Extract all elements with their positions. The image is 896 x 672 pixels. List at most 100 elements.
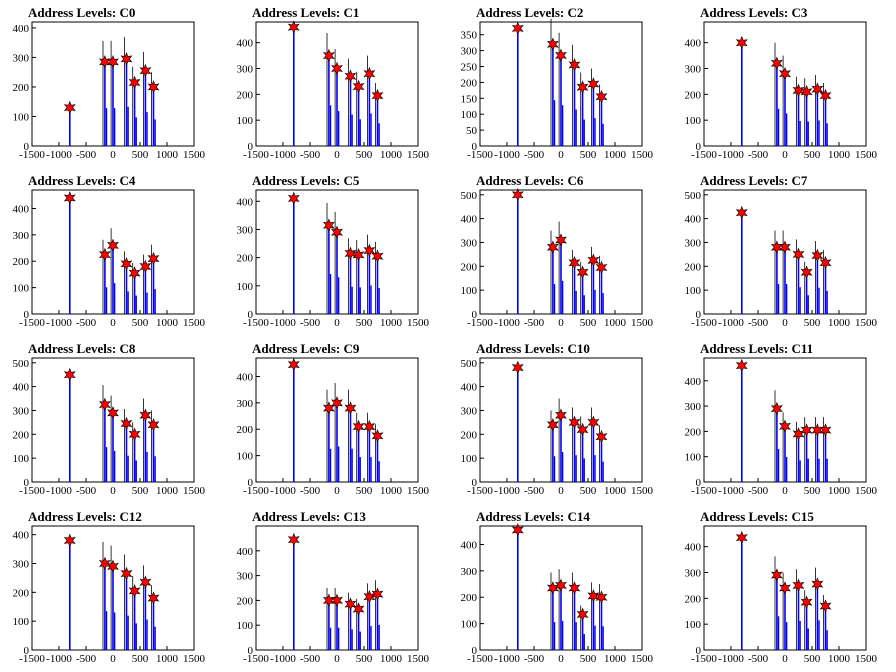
x-tick-label: -1500 (691, 485, 717, 497)
peak-marker (120, 566, 133, 581)
x-tick-label: 0 (558, 317, 564, 329)
x-tick-label: 1000 (156, 317, 179, 329)
y-tick-label: 200 (237, 89, 254, 101)
x-tick-label: -500 (524, 149, 545, 161)
y-tick-label: 300 (237, 224, 254, 236)
peak-marker (107, 559, 119, 574)
x-tick-label: -500 (748, 653, 769, 665)
peak-marker (819, 255, 832, 270)
x-tick-label: 0 (558, 653, 564, 665)
chart-plot: 0 100 200 300 400 -1500 -1000 -500 0 500 1000 1500 (461, 523, 654, 665)
chart-panel: Address Levels: C14 0 100 200 300 400 -1500 -10… (448, 504, 672, 672)
x-tick-label: 0 (334, 653, 340, 665)
peak-marker (735, 358, 748, 373)
x-tick-label: 1500 (855, 149, 878, 161)
x-tick-label: 0 (782, 653, 788, 665)
chart-plot: 0 100 200 300 400 -1500 -1000 -500 0 500 1000 1500 (237, 525, 430, 665)
peak-marker (120, 52, 133, 66)
x-tick-label: 0 (782, 485, 788, 497)
peak-marker (344, 401, 357, 415)
chart-plot: 0 100 200 300 400 500 -1500 -1000 -500 0 500 1000 15… (685, 189, 878, 329)
y-tick-label: 400 (237, 38, 254, 50)
x-tick-label: 1500 (407, 317, 430, 329)
chart-panel: Address Levels: C8 0 100 200 300 400 500 -1500-… (0, 336, 224, 504)
peak-marker (98, 55, 111, 69)
y-tick-label: 500 (461, 190, 478, 202)
peak-marker (363, 66, 376, 81)
peak-marker (546, 37, 559, 52)
peak-marker (371, 249, 384, 264)
chart-panel: Address Levels: C7 0 100 200 300 400 500 -1500-… (672, 168, 896, 336)
peak-marker (555, 48, 567, 63)
chart-title: Address Levels: C4 (28, 173, 136, 188)
peak-marker (322, 48, 335, 63)
y-tick-label: 200 (685, 89, 702, 101)
y-tick-label: 100 (13, 616, 30, 628)
y-tick-label: 200 (237, 595, 254, 607)
peak-marker (63, 191, 76, 205)
peak-marker (568, 255, 581, 270)
x-tick-label: 0 (110, 653, 116, 665)
x-tick-label: 500 (804, 485, 821, 497)
peak-marker (107, 238, 119, 253)
peak-marker (811, 577, 824, 591)
peak-marker (128, 427, 141, 442)
y-tick-label: 100 (685, 115, 702, 127)
chart-plot: 0 100 200 300 400 -1500 -1000 -500 0 500 1000 1500 (685, 357, 878, 497)
y-tick-label: 200 (685, 426, 702, 438)
chart-plot: 0 50 100 150 200 250 300 350 -1500 -1000 -500 0 500 1… (461, 18, 654, 161)
peak-marker (287, 357, 300, 372)
peak-marker (371, 587, 384, 602)
y-tick-label: 150 (461, 93, 478, 105)
x-tick-label: 1000 (156, 149, 179, 161)
x-tick-label: 0 (558, 149, 564, 161)
x-tick-label: 500 (580, 653, 597, 665)
peak-marker (595, 429, 608, 444)
chart-plot: 0 100 200 300 400 -1500 -1000 -500 0 500 1000 1500 (237, 20, 430, 161)
peak-marker (555, 233, 567, 247)
chart-title: Address Levels: C0 (28, 5, 136, 20)
peak-marker (770, 240, 783, 255)
peak-marker (63, 367, 76, 382)
x-tick-label: 500 (132, 653, 149, 665)
x-tick-label: 1500 (631, 653, 654, 665)
x-tick-label: 0 (334, 149, 340, 161)
chart-title: Address Levels: C11 (700, 341, 814, 356)
chart-title: Address Levels: C13 (252, 509, 366, 524)
x-tick-label: -500 (748, 317, 769, 329)
y-tick-label: 0 (472, 645, 478, 657)
chart-plot: 0 100 200 300 400 -1500 -1000 -500 0 500 1000 1500 (237, 357, 430, 497)
chart-panel: Address Levels: C12 0 100 200 300 400 -1500 -10… (0, 504, 224, 672)
x-tick-label: -500 (300, 485, 321, 497)
peak-marker (371, 429, 384, 443)
chart-plot: 0 100 200 300 400 -1500 -1000 -500 0 500 1000 1500 (13, 21, 206, 161)
x-tick-label: 500 (580, 485, 597, 497)
peak-marker (595, 590, 608, 605)
x-tick-label: 0 (558, 485, 564, 497)
chart-panel: Address Levels: C15 0 100 200 300 400 -1500 -10… (672, 504, 896, 672)
x-tick-label: -1500 (691, 653, 717, 665)
x-tick-label: -1500 (243, 317, 269, 329)
x-tick-label: 1500 (183, 317, 206, 329)
peak-marker (811, 82, 824, 96)
y-tick-label: 200 (461, 429, 478, 441)
x-tick-label: 1000 (156, 653, 179, 665)
peak-marker (811, 423, 824, 437)
chart-title: Address Levels: C7 (700, 173, 808, 188)
y-tick-label: 200 (237, 424, 254, 436)
x-tick-label: -1000 (718, 149, 744, 161)
y-tick-label: 400 (13, 382, 30, 394)
peak-marker (568, 58, 581, 72)
chart-title: Address Levels: C8 (28, 341, 136, 356)
chart-plot: 0 100 200 300 400 -1500 -1000 -500 0 500 1000 1500 (13, 525, 206, 665)
x-tick-label: 1000 (604, 485, 627, 497)
x-tick-label: 1500 (631, 317, 654, 329)
peak-marker (576, 422, 589, 437)
peak-marker (800, 265, 813, 280)
x-tick-label: -500 (748, 485, 769, 497)
x-tick-label: -1500 (467, 485, 493, 497)
x-tick-label: 500 (132, 149, 149, 161)
y-tick-label: 100 (685, 452, 702, 464)
x-tick-label: 0 (782, 149, 788, 161)
